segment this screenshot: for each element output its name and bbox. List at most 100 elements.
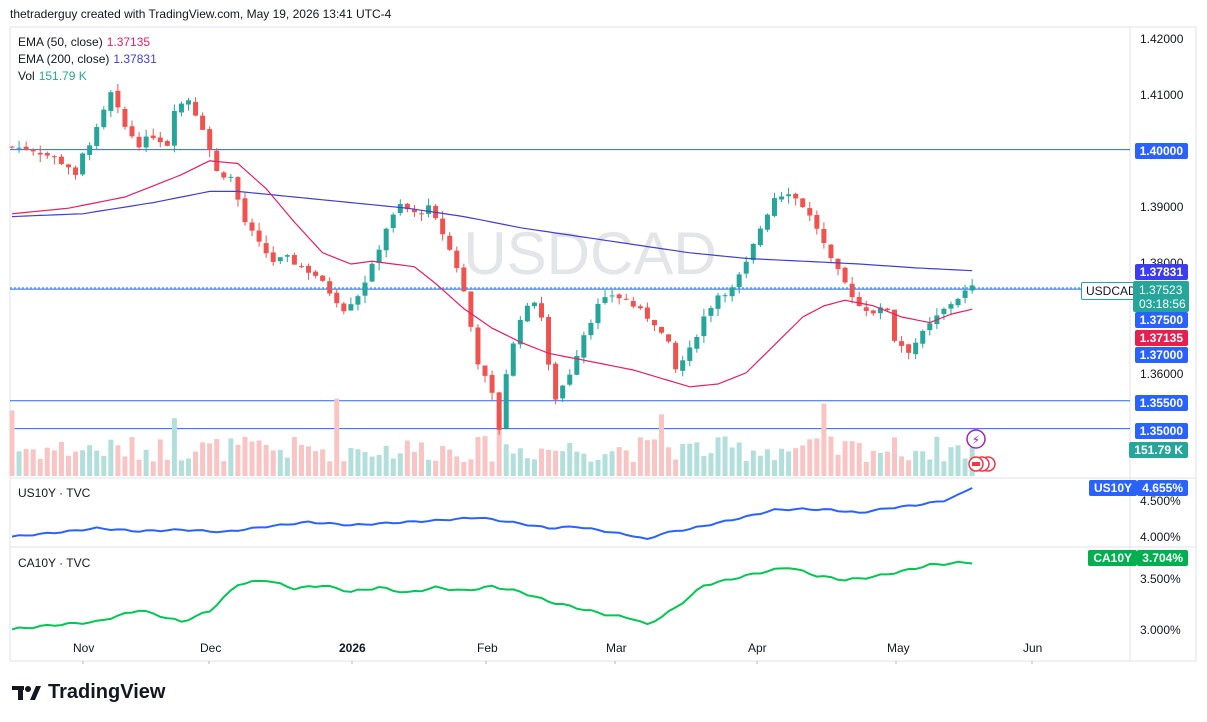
volume-bar-38: [277, 449, 283, 476]
volume-bar-89: [637, 437, 643, 476]
level-tag-1.40000: 1.40000: [1134, 143, 1188, 159]
ema200-tag: 1.37831: [1134, 264, 1188, 280]
legend-ema200[interactable]: EMA (200, close) 1.37831: [18, 52, 157, 66]
candle-body-92: [659, 326, 665, 333]
volume-bar-114: [814, 438, 820, 476]
ca10y-axis-3.500: 3.500%: [1140, 572, 1181, 586]
candle-body-5: [44, 153, 50, 156]
candle-body-88: [630, 301, 636, 307]
ca10y-axis-3.000: 3.000%: [1140, 623, 1181, 637]
volume-bar-2: [23, 449, 29, 476]
volume-bar-46: [334, 398, 340, 476]
candle-body-9: [73, 167, 79, 175]
tradingview-brand[interactable]: TradingView: [12, 681, 165, 704]
candle-body-16: [122, 108, 128, 127]
candle-body-89: [637, 306, 643, 309]
volume-bar-63: [454, 456, 460, 476]
candle-body-100: [715, 295, 721, 309]
candle-body-123: [877, 307, 883, 314]
candle-body-21: [157, 137, 163, 143]
volume-bar-85: [609, 451, 615, 476]
alert-icon[interactable]: ⚡: [966, 429, 986, 449]
candle-body-42: [306, 265, 312, 273]
volume-bar-48: [348, 448, 354, 476]
volume-bar-135: [962, 458, 968, 476]
volume-bar-115: [821, 403, 827, 476]
ca10y-pane-title[interactable]: CA10Y · TVC: [18, 556, 91, 570]
candle-body-32: [235, 177, 241, 200]
legend-ema50[interactable]: EMA (50, close) 1.37135: [18, 35, 150, 49]
volume-bar-71: [510, 453, 516, 476]
candle-body-23: [171, 110, 177, 146]
volume-bar-110: [786, 451, 792, 476]
candle-body-103: [736, 274, 742, 288]
candle-body-2: [23, 146, 29, 151]
candle-body-6: [51, 156, 57, 158]
volume-bar-106: [757, 455, 763, 476]
volume-bar-41: [298, 444, 304, 476]
time-label-may: May: [887, 641, 910, 655]
level-tag-1.37500: 1.37500: [1134, 312, 1188, 328]
volume-bar-45: [327, 461, 333, 476]
volume-bar-54: [390, 458, 396, 476]
candle-body-26: [193, 102, 199, 116]
time-label-mar: Mar: [606, 641, 627, 655]
volume-bar-111: [793, 448, 799, 476]
volume-bar-5: [44, 447, 50, 476]
candle-body-77: [553, 363, 559, 400]
volume-bar-50: [362, 452, 368, 476]
time-label-jun: Jun: [1023, 641, 1043, 655]
volume-bar-128: [913, 450, 919, 476]
volume-bar-118: [842, 441, 848, 476]
volume-bar-97: [694, 442, 700, 476]
volume-bar-20: [150, 461, 156, 476]
volume-bar-88: [630, 461, 636, 476]
us10y-pane-title[interactable]: US10Y · TVC: [18, 486, 91, 500]
candle-body-68: [489, 375, 495, 393]
legend-vol-label: Vol: [18, 69, 35, 83]
candle-body-4: [37, 152, 43, 155]
volume-bar-73: [524, 458, 530, 476]
candle-body-13: [101, 109, 107, 128]
ca10y-value-tag: 3.704%: [1137, 550, 1188, 566]
candle-body-90: [644, 307, 650, 319]
candles: [9, 84, 975, 435]
candle-body-1: [16, 147, 22, 149]
candle-body-43: [313, 271, 319, 276]
volume-bars: [9, 398, 975, 476]
candle-body-118: [842, 267, 848, 283]
candle-body-105: [750, 243, 756, 261]
tradingview-logo-icon: [12, 685, 41, 700]
price-label-1.42000: 1.42000: [1140, 32, 1184, 46]
candle-body-0: [9, 146, 15, 148]
chart-frame: [9, 26, 1197, 662]
candle-body-122: [870, 310, 876, 314]
candle-body-33: [242, 198, 248, 223]
candle-body-133: [948, 304, 954, 309]
svg-text:⚡: ⚡: [972, 433, 980, 447]
volume-bar-133: [948, 447, 954, 476]
volume-bar-8: [65, 455, 71, 476]
legend-vol[interactable]: Vol 151.79 K: [18, 69, 87, 83]
volume-bar-62: [447, 449, 453, 476]
candle-body-25: [186, 100, 191, 105]
volume-bar-104: [743, 460, 749, 476]
volume-bar-86: [616, 447, 622, 476]
candle-body-52: [376, 249, 382, 264]
candle-body-62: [447, 235, 453, 250]
candle-body-94: [673, 342, 679, 370]
candle-body-127: [906, 344, 912, 353]
volume-bar-42: [306, 446, 312, 476]
candle-body-19: [143, 136, 149, 148]
candle-body-41: [298, 266, 304, 268]
event-flags-icon[interactable]: [968, 456, 996, 472]
candle-body-98: [701, 316, 707, 337]
volume-bar-116: [828, 436, 834, 476]
volume-bar-3: [30, 449, 36, 476]
volume-bar-53: [383, 445, 389, 476]
candle-body-36: [263, 243, 269, 254]
candle-body-74: [531, 302, 537, 307]
volume-bar-59: [426, 459, 432, 476]
candle-body-37: [270, 252, 276, 262]
